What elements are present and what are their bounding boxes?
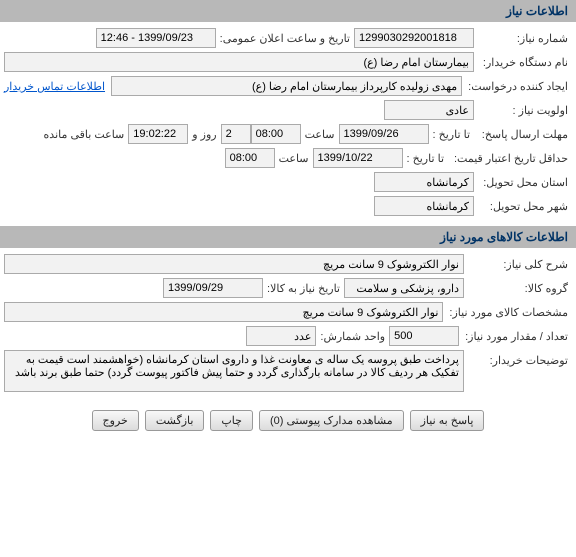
label-desc: شرح کلی نیاز:: [464, 258, 572, 271]
label-remaining: ساعت باقی مانده: [40, 128, 129, 141]
input-specs[interactable]: [4, 302, 443, 322]
contact-link[interactable]: اطلاعات تماس خریدار: [4, 80, 105, 93]
input-province[interactable]: [374, 172, 474, 192]
row-deadline: مهلت ارسال پاسخ: تا تاریخ : ساعت روز و س…: [4, 124, 572, 144]
input-priority[interactable]: [384, 100, 474, 120]
respond-button[interactable]: پاسخ به نیاز: [410, 410, 485, 431]
row-province: استان محل تحویل:: [4, 172, 572, 192]
label-need-date: تاریخ نیاز به کالا:: [263, 282, 344, 295]
input-validity-time[interactable]: [225, 148, 275, 168]
row-qty: تعداد / مقدار مورد نیاز: واحد شمارش:: [4, 326, 572, 346]
attachments-button[interactable]: مشاهده مدارک پیوستی (0): [259, 410, 404, 431]
label-priority: اولویت نیاز :: [474, 104, 572, 117]
input-unit[interactable]: [246, 326, 316, 346]
label-unit: واحد شمارش:: [316, 330, 389, 343]
label-public-announce: تاریخ و ساعت اعلان عمومی:: [216, 32, 354, 45]
input-requester[interactable]: [111, 76, 462, 96]
input-deadline-date[interactable]: [339, 124, 429, 144]
row-city: شهر محل تحویل:: [4, 196, 572, 216]
input-public-announce[interactable]: [96, 28, 216, 48]
input-validity-date[interactable]: [313, 148, 403, 168]
row-category: گروه کالا: تاریخ نیاز به کالا:: [4, 278, 572, 298]
row-specs: مشخصات کالای مورد نیاز:: [4, 302, 572, 322]
row-notes: توضیحات خریدار:: [4, 350, 572, 392]
label-category: گروه کالا:: [464, 282, 572, 295]
label-validity: حداقل تاریخ اعتبار قیمت:: [448, 152, 572, 165]
row-buyer-org: نام دستگاه خریدار:: [4, 52, 572, 72]
exit-button[interactable]: خروج: [92, 410, 139, 431]
input-days-left[interactable]: [221, 124, 251, 144]
label-time1: ساعت: [301, 128, 339, 141]
textarea-notes[interactable]: [4, 350, 464, 392]
row-desc: شرح کلی نیاز:: [4, 254, 572, 274]
input-city[interactable]: [374, 196, 474, 216]
input-need-date[interactable]: [163, 278, 263, 298]
section1-body: شماره نیاز: تاریخ و ساعت اعلان عمومی: نا…: [0, 22, 576, 226]
print-button[interactable]: چاپ: [210, 410, 253, 431]
row-requester: ایجاد کننده درخواست: اطلاعات تماس خریدار: [4, 76, 572, 96]
input-need-no[interactable]: [354, 28, 474, 48]
label-qty: تعداد / مقدار مورد نیاز:: [459, 330, 572, 343]
label-province: استان محل تحویل:: [474, 176, 572, 189]
input-desc[interactable]: [4, 254, 464, 274]
button-bar: پاسخ به نیاز مشاهده مدارک پیوستی (0) چاپ…: [0, 402, 576, 439]
section2-body: شرح کلی نیاز: گروه کالا: تاریخ نیاز به ک…: [0, 248, 576, 402]
label-need-no: شماره نیاز:: [474, 32, 572, 45]
label-until1: تا تاریخ :: [429, 128, 474, 141]
label-city: شهر محل تحویل:: [474, 200, 572, 213]
input-time-left[interactable]: [128, 124, 188, 144]
section2-header: اطلاعات کالاهای مورد نیاز: [0, 226, 576, 248]
label-until2: تا تاریخ :: [403, 152, 448, 165]
label-deadline: مهلت ارسال پاسخ:: [474, 128, 572, 141]
input-category[interactable]: [344, 278, 464, 298]
label-specs: مشخصات کالای مورد نیاز:: [443, 306, 572, 319]
label-requester: ایجاد کننده درخواست:: [462, 80, 572, 93]
label-buyer-org: نام دستگاه خریدار:: [474, 56, 572, 69]
label-time2: ساعت: [275, 152, 313, 165]
label-notes: توضیحات خریدار:: [464, 350, 572, 367]
input-buyer-org[interactable]: [4, 52, 474, 72]
row-priority: اولویت نیاز :: [4, 100, 572, 120]
row-need-no: شماره نیاز: تاریخ و ساعت اعلان عمومی:: [4, 28, 572, 48]
section1-header: اطلاعات نیاز: [0, 0, 576, 22]
input-deadline-time[interactable]: [251, 124, 301, 144]
label-day-and: روز و: [188, 128, 220, 141]
back-button[interactable]: بازگشت: [145, 410, 205, 431]
row-validity: حداقل تاریخ اعتبار قیمت: تا تاریخ : ساعت: [4, 148, 572, 168]
input-qty[interactable]: [389, 326, 459, 346]
